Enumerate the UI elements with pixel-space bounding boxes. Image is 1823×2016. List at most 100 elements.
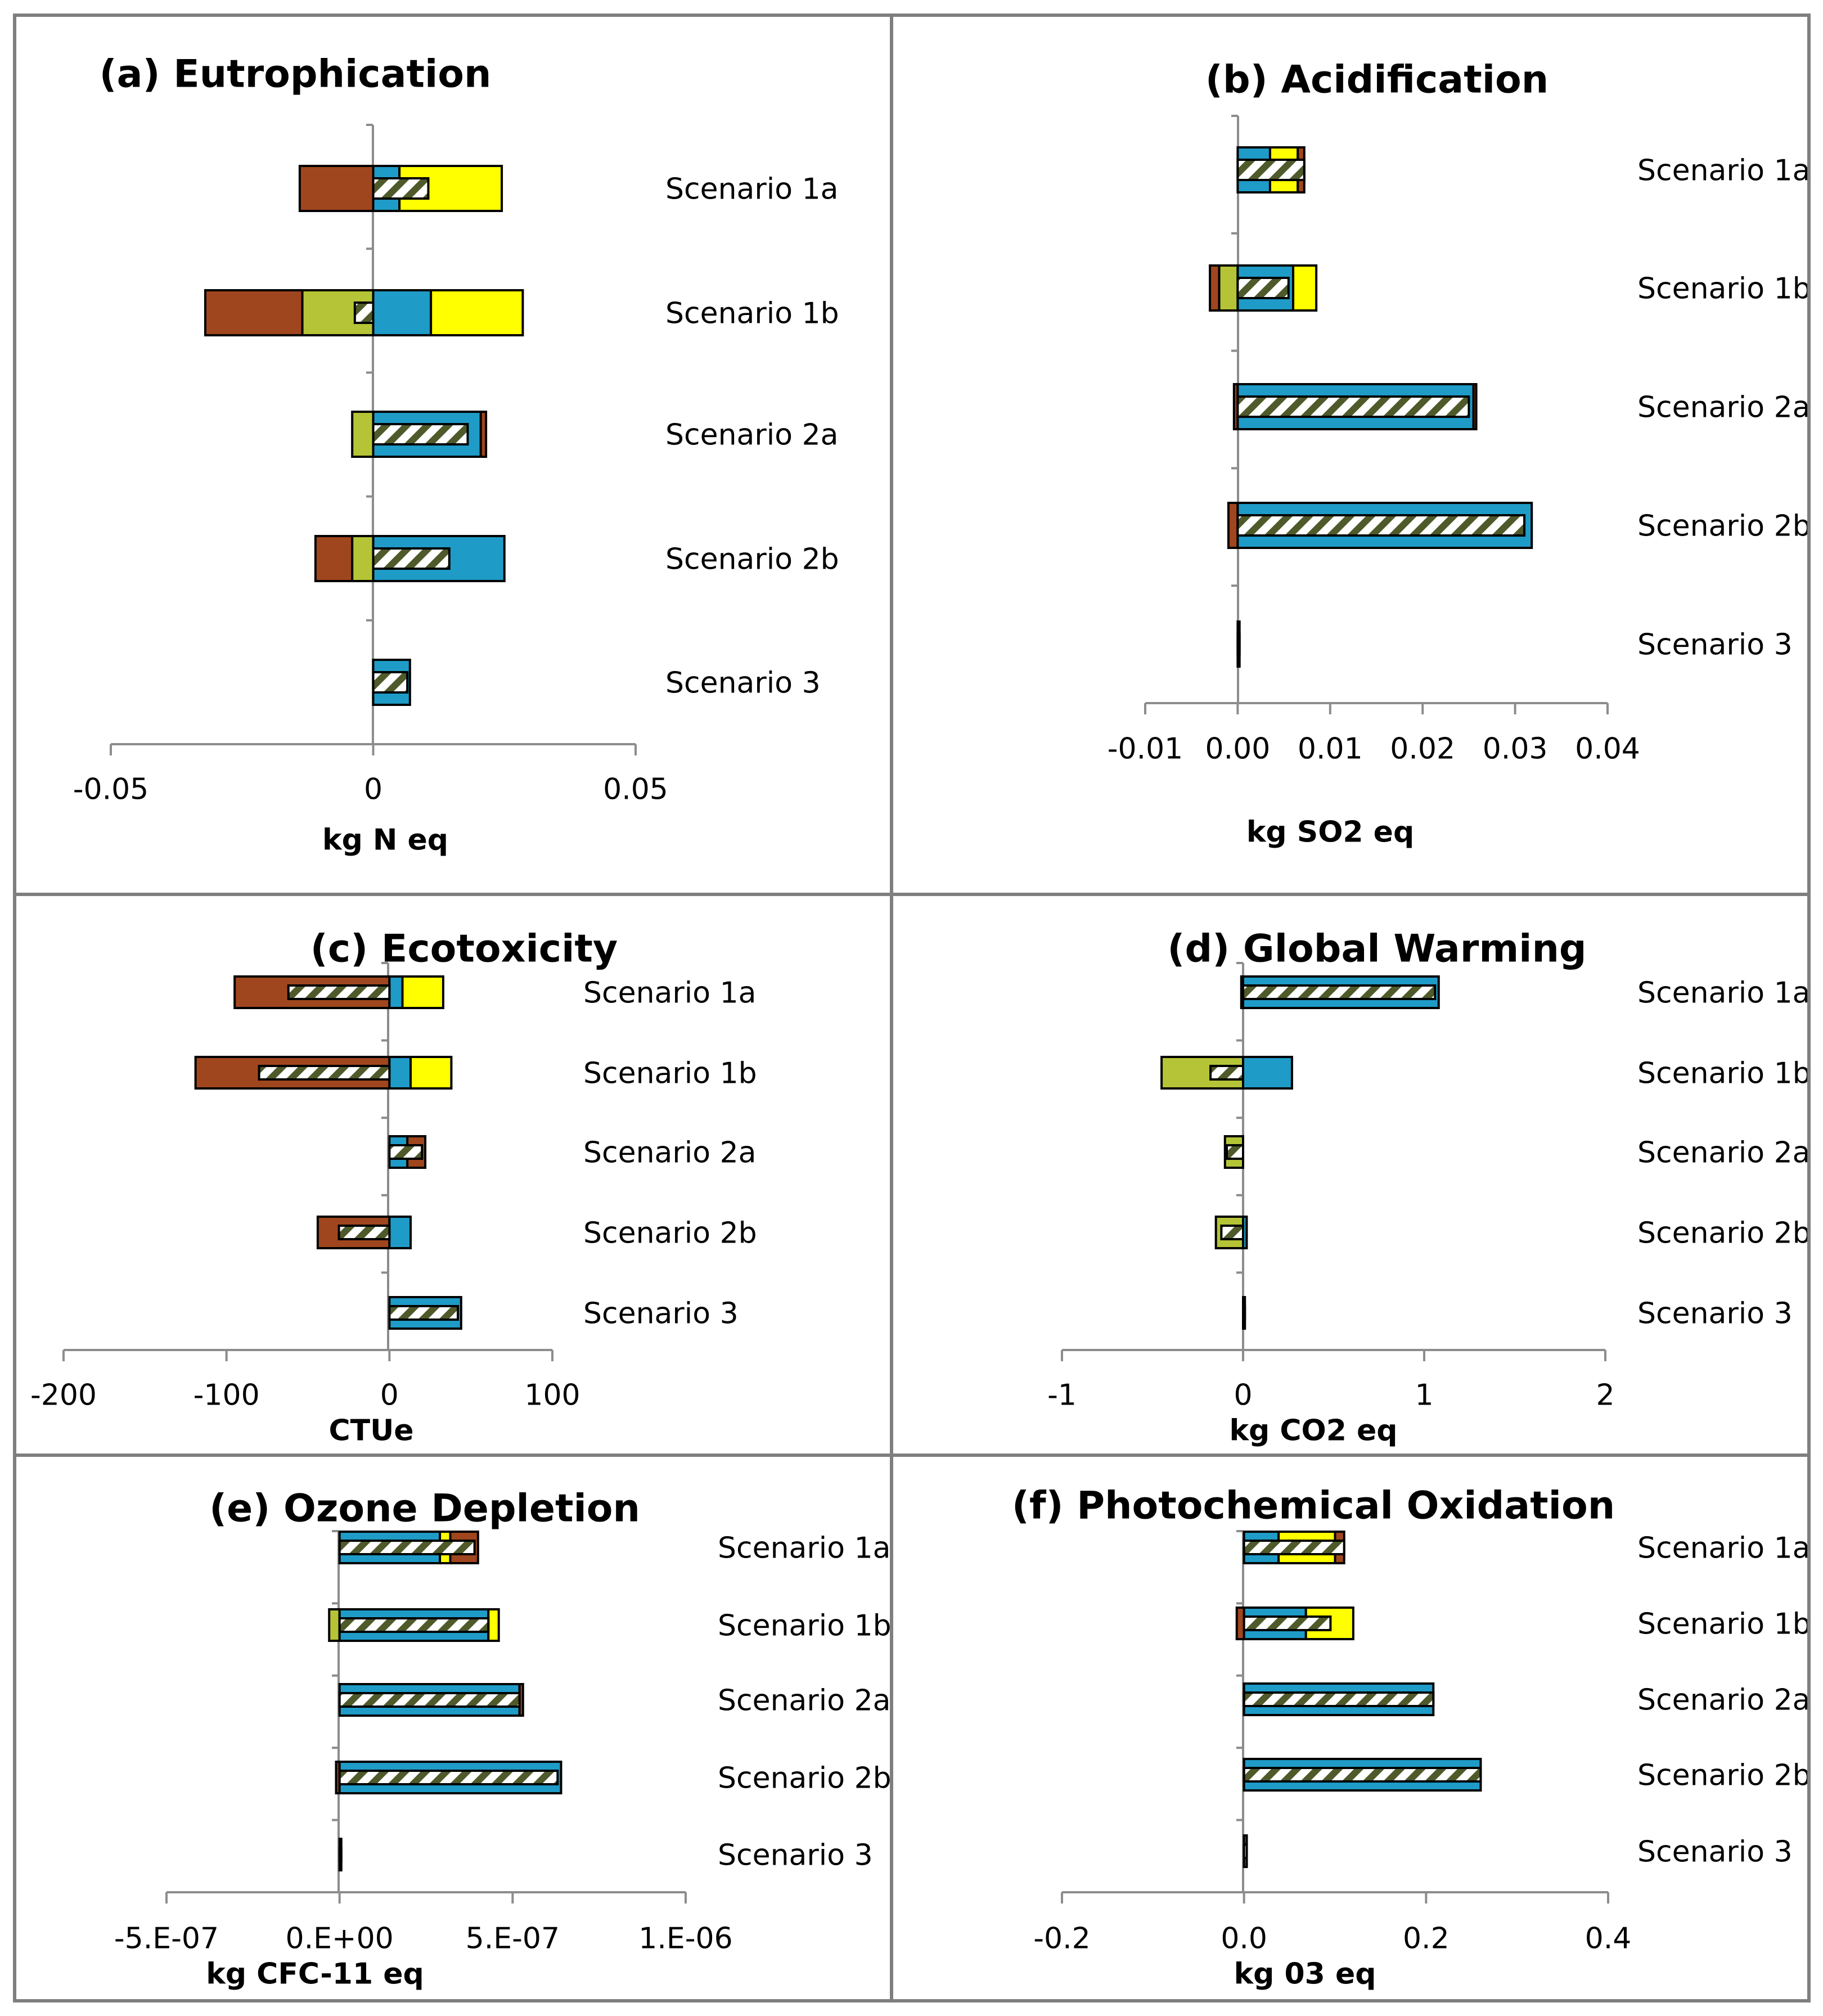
bar-segment	[487, 1608, 500, 1642]
bar-group	[328, 1608, 500, 1642]
bar-segment	[401, 975, 444, 1009]
tick-label: 0.03	[1483, 732, 1548, 766]
bar-segment	[1242, 1056, 1293, 1090]
category-label: Scenario 3	[1637, 1297, 1793, 1331]
category-label: Scenario 1a	[665, 173, 839, 206]
net-total-bar	[338, 1692, 521, 1708]
net-total-bar	[1220, 1225, 1245, 1240]
net-total-bar	[388, 1144, 424, 1160]
net-total-bar	[1236, 514, 1526, 537]
net-total-bar	[338, 1847, 343, 1862]
net-total-bar	[372, 547, 451, 570]
category-label: Scenario 1b	[1637, 1608, 1811, 1641]
tick-label: -200	[30, 1379, 97, 1412]
tick-label: 1	[1415, 1379, 1433, 1412]
bar-group	[316, 1216, 412, 1249]
category-label: Scenario 2a	[718, 1684, 891, 1718]
category-label: Scenario 2b	[1637, 1217, 1811, 1250]
category-label: Scenario 2a	[1637, 1136, 1811, 1170]
category-label: Scenario 2b	[718, 1762, 892, 1796]
category-label: Scenario 2b	[1637, 1759, 1811, 1793]
tick-label: -0.05	[73, 773, 149, 807]
bar-group	[1223, 1135, 1245, 1169]
bar-group	[314, 535, 506, 582]
bar-group	[338, 1838, 343, 1871]
category-label: Scenario 1a	[1637, 1532, 1811, 1565]
bar-segment	[1218, 264, 1239, 312]
bar-group	[233, 975, 444, 1009]
tick-label: 100	[524, 1379, 580, 1412]
net-total-bar	[1243, 1616, 1332, 1631]
bar-segment	[1209, 264, 1221, 312]
bar-segment	[351, 411, 375, 458]
bar-segment	[388, 1216, 412, 1249]
bar-group	[1227, 502, 1533, 549]
tick-label: 0.4	[1585, 1922, 1632, 1956]
bar-group	[1235, 1606, 1354, 1640]
tick-label: -5.E-07	[114, 1922, 219, 1956]
bar-segment	[1292, 264, 1318, 312]
tick-label: 1.E-06	[638, 1922, 732, 1956]
bar-group	[1242, 1296, 1246, 1330]
tick-label: 0.00	[1205, 732, 1271, 766]
chart-title: (e) Ozone Depletion	[209, 1486, 640, 1531]
tick-label: -1	[1047, 1379, 1077, 1412]
net-total-bar	[1236, 277, 1290, 299]
tick-label: 0.02	[1390, 732, 1455, 766]
chart-title: (b) Acidification	[1205, 57, 1549, 102]
category-label: Scenario 2a	[1637, 1684, 1811, 1717]
category-label: Scenario 3	[1637, 628, 1793, 662]
category-label: Scenario 3	[583, 1297, 739, 1331]
net-total-bar	[1242, 1305, 1246, 1321]
net-total-bar	[1226, 1144, 1245, 1160]
bar-segment	[1227, 502, 1239, 549]
x-axis-label: kg 03 eq	[1234, 1958, 1376, 1991]
category-label: Scenario 2a	[1637, 391, 1811, 425]
chart-title: (f) Photochemical Oxidation	[1012, 1483, 1615, 1528]
category-label: Scenario 2b	[1637, 510, 1811, 543]
bar-segment	[479, 411, 488, 458]
panel-5: (e) Ozone Depletion -5.E-07 0.E+00 5.E-07 1.…	[114, 1486, 892, 1991]
category-label: Scenario 1b	[1637, 272, 1811, 306]
tick-label: 5.E-07	[466, 1922, 560, 1956]
net-total-bar	[372, 177, 430, 200]
bar-group	[388, 1135, 427, 1169]
tick-label: 2	[1596, 1379, 1614, 1412]
category-label: Scenario 3	[665, 667, 821, 700]
bar-group	[388, 1296, 462, 1330]
panel-3: (c) Ecotoxicity -200 -100 0 100 CTUe Scenario …	[30, 926, 757, 1447]
net-total-bar	[338, 1770, 559, 1785]
x-axis-label: kg N eq	[322, 824, 448, 857]
bar-segment	[1472, 383, 1478, 430]
net-total-bar	[1243, 1540, 1345, 1555]
bar-group	[351, 411, 488, 458]
outer-border	[13, 14, 1811, 2002]
bar-group	[1243, 1758, 1482, 1792]
bar-group	[338, 1531, 479, 1564]
bar-group	[1236, 620, 1241, 668]
category-label: Scenario 2a	[665, 418, 839, 452]
x-axis-label: CTUe	[328, 1414, 413, 1448]
bar-segment	[314, 535, 354, 582]
net-total-bar	[1243, 1691, 1435, 1707]
tick-label: 0.05	[603, 773, 668, 807]
net-total-bar	[372, 423, 469, 446]
tick-label: 0.04	[1575, 732, 1640, 766]
x-axis-label: kg CO2 eq	[1229, 1414, 1397, 1448]
net-total-bar	[1236, 395, 1470, 418]
panel-1: (a) Eutrophication -0.05 0 0.05 kg N eq Scena…	[73, 52, 839, 857]
category-label: Scenario 1b	[665, 297, 839, 331]
bar-group	[1243, 1682, 1435, 1716]
category-label: Scenario 2b	[583, 1217, 757, 1250]
x-axis-label: kg CFC-11 eq	[206, 1958, 424, 1991]
net-total-bar	[1243, 1843, 1248, 1859]
net-total-bar	[258, 1065, 391, 1081]
tick-label: 0.E+00	[286, 1922, 394, 1956]
panel-2: (b) Acidification -0.01 0.00 0.01 0.02 0.03 0.…	[1108, 57, 1811, 849]
tick-label: 0.01	[1298, 732, 1363, 766]
bar-segment	[204, 289, 304, 336]
chart-title: (a) Eutrophication	[100, 52, 492, 96]
panel-frame	[13, 14, 1811, 2002]
category-label: Scenario 1a	[583, 976, 757, 1010]
